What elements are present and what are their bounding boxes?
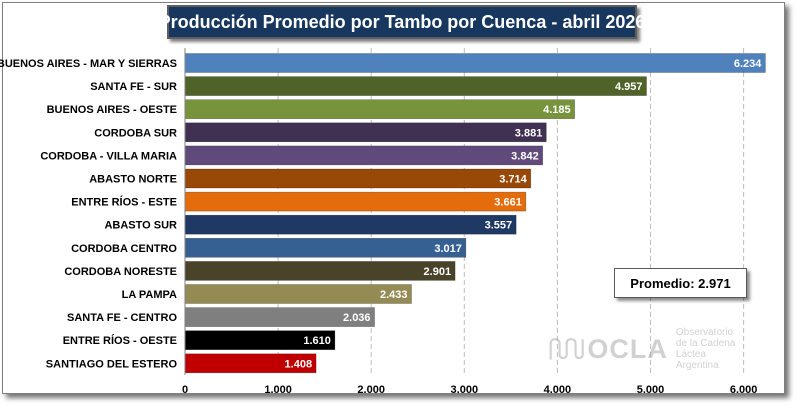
category-label: CORDOBA CENTRO (71, 243, 177, 255)
data-label: 4.185 (543, 104, 571, 116)
bar (184, 261, 456, 281)
x-tick-label: 6.000 (730, 384, 758, 396)
bar (184, 76, 647, 96)
average-annotation-text: Promedio: 2.971 (630, 275, 731, 291)
data-label: 1.408 (285, 358, 313, 370)
data-label: 3.557 (485, 220, 513, 232)
category-label: BUENOS AIRES - OESTE (47, 104, 177, 116)
bar (184, 122, 547, 143)
x-tick-label: 1.000 (264, 384, 292, 396)
category-label: ENTRE RÍOS - ESTE (71, 196, 177, 209)
bar (184, 284, 412, 304)
chart-title: Producción Promedio por Tambo por Cuenca… (159, 5, 645, 39)
category-label: CORDOBA - VILLA MARIA (40, 150, 177, 162)
data-label: 3.842 (511, 150, 539, 162)
category-label: SANTIAGO DEL ESTERO (46, 358, 178, 370)
watermark-line: de la Cadena Láctea (675, 338, 736, 360)
bar (184, 168, 532, 189)
data-label: 3.714 (499, 174, 527, 186)
category-label: CORDOBA SUR (94, 127, 177, 139)
bar (184, 214, 517, 235)
ocla-watermark: OCLA Observatorio de la Cadena Láctea Ar… (548, 327, 758, 371)
category-label: ENTRE RÍOS - OESTE (63, 334, 177, 347)
watermark-line: Observatorio (675, 327, 734, 338)
watermark-line: Argentina (675, 360, 719, 371)
data-label: 2.901 (424, 266, 452, 278)
ocla-logo-icon (549, 338, 584, 360)
x-tick-label: 0 (182, 384, 188, 396)
category-label: CORDOBA NORESTE (64, 266, 177, 278)
category-label: ABASTO NORTE (89, 174, 177, 186)
data-label: 6.234 (734, 58, 762, 70)
data-label: 3.017 (434, 243, 462, 255)
x-tick-label: 5.000 (637, 384, 665, 396)
x-tick-label: 4.000 (544, 384, 572, 396)
category-label: LA PAMPA (122, 289, 177, 301)
bar (184, 238, 467, 258)
data-label: 3.881 (515, 127, 543, 139)
bar (184, 53, 766, 73)
data-label: 4.957 (615, 81, 643, 93)
x-tick-label: 3.000 (451, 384, 479, 396)
watermark-caption: Observatorio de la Cadena Láctea Argenti… (676, 327, 758, 371)
category-label: SANTA FE - CENTRO (67, 312, 177, 324)
x-tick-label: 2.000 (357, 384, 385, 396)
average-annotation: Promedio: 2.971 (614, 268, 747, 298)
data-label: 2.036 (343, 312, 371, 324)
watermark-brand: OCLA (587, 333, 668, 364)
data-label: 2.433 (380, 289, 408, 301)
chart-title-text: Producción Promedio por Tambo por Cuenca… (158, 11, 646, 32)
bar (184, 191, 527, 212)
bar (184, 99, 575, 119)
data-label: 3.661 (494, 197, 522, 209)
category-label: ABASTO SUR (104, 220, 177, 232)
category-label: BUENOS AIRES - MAR Y SIERRAS (0, 58, 177, 70)
bar (184, 145, 543, 166)
data-label: 1.610 (303, 335, 331, 347)
category-label: SANTA FE - SUR (90, 81, 177, 93)
